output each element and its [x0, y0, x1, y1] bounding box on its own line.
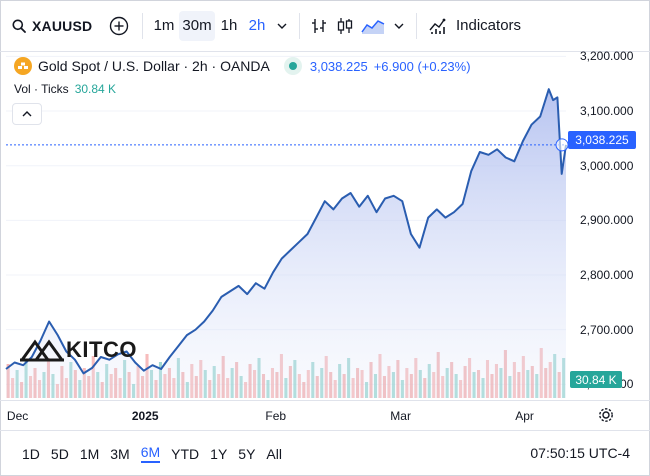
x-tick-label: Dec: [6, 409, 29, 423]
toolbar-separator: [416, 12, 417, 39]
range-1y-button[interactable]: 1Y: [210, 445, 228, 462]
price-change: +6.900 (+0.23%): [373, 58, 471, 74]
price-line: [5, 88, 567, 375]
gear-icon: [599, 408, 613, 422]
interval-dropdown-button[interactable]: [271, 11, 293, 41]
collapse-legend-button[interactable]: [12, 103, 42, 125]
indicators-label: Indicators: [456, 17, 522, 34]
y-tick-label: 2,800.000: [580, 268, 634, 282]
interval-30m-button[interactable]: 30m: [179, 10, 215, 41]
instrument-title: Gold Spot / U.S. Dollar · 2h · OANDA: [38, 58, 270, 74]
plus-circle-icon: [109, 16, 129, 35]
range-1m-button[interactable]: 1M: [79, 445, 100, 462]
search-icon: [12, 19, 26, 33]
market-open-icon: [283, 57, 302, 75]
range-bar: 1D 5D 1M 3M 6M YTD 1Y 5Y All 07:50:15 UT…: [0, 430, 650, 476]
toolbar-separator: [299, 12, 300, 39]
chevron-up-icon: [22, 111, 32, 117]
kitco-bars-icon: [20, 339, 64, 362]
kitco-wordmark: KITCO: [66, 337, 137, 362]
clock-timezone[interactable]: 07:50:15 UTC-4: [530, 445, 630, 461]
interval-1h-button[interactable]: 1h: [220, 17, 238, 34]
last-price: 3,038.225: [309, 58, 368, 74]
area-chart-style-button[interactable]: [358, 11, 388, 41]
bar-chart-style-button[interactable]: [306, 11, 332, 41]
y-tick-label: 2,700.000: [580, 322, 634, 337]
y-tick-label: 3,100.000: [580, 104, 634, 119]
compare-symbol-button[interactable]: [102, 11, 136, 41]
volume-tag: 30.84 K: [570, 371, 622, 388]
y-tick-label: 2,900.000: [580, 213, 634, 228]
symbol-search[interactable]: XAUUSD: [0, 0, 102, 51]
y-tick-label: 3,200.000: [580, 49, 634, 64]
volume-value: 30.84 K: [74, 82, 117, 96]
main-legend: Gold Spot / U.S. Dollar · 2h · OANDA 3,0…: [14, 57, 471, 75]
indicators-icon: [429, 18, 446, 34]
top-toolbar: XAUUSD 1m 30m 1h 2h Indicators: [0, 0, 650, 52]
chevron-down-icon: [277, 23, 287, 29]
x-tick-label: Feb: [265, 409, 287, 423]
range-all-button[interactable]: All: [266, 445, 282, 462]
chevron-down-icon: [394, 23, 404, 29]
last-price-tag: 3,038.225: [568, 131, 636, 149]
candles-icon: [337, 17, 353, 34]
range-1d-button[interactable]: 1D: [22, 445, 40, 462]
x-tick-label: 2025: [131, 409, 159, 423]
toolbar-separator: [142, 12, 143, 39]
indicators-button[interactable]: Indicators: [423, 11, 527, 41]
symbol-label: XAUUSD: [32, 17, 93, 34]
interval-1m-button[interactable]: 1m: [153, 17, 175, 34]
y-tick-label: 3,000.000: [580, 158, 634, 173]
x-tick-label: Mar: [390, 409, 411, 423]
ohlc-bars-icon: [312, 18, 326, 33]
last-price-marker: [555, 138, 569, 152]
chart-style-dropdown-button[interactable]: [388, 11, 410, 41]
price-area-fill: [6, 89, 566, 398]
candles-chart-style-button[interactable]: [332, 11, 358, 41]
volume-label: Vol · Ticks: [14, 82, 69, 96]
interval-2h-button[interactable]: 2h: [248, 17, 266, 34]
volume-legend: Vol · Ticks 30.84 K: [14, 82, 116, 96]
range-5y-button[interactable]: 5Y: [238, 445, 256, 462]
x-tick-label: Apr: [515, 409, 534, 423]
time-axis[interactable]: Dec 2025 Feb Mar Apr: [0, 400, 650, 428]
kitco-logo: KITCO: [20, 337, 137, 363]
price-axis[interactable]: 3,200.000 3,100.000 3,000.000 2,900.000 2,80…: [568, 49, 650, 398]
range-ytd-button[interactable]: YTD: [171, 445, 200, 462]
range-3m-button[interactable]: 3M: [110, 445, 130, 462]
range-5d-button[interactable]: 5D: [50, 445, 69, 462]
range-6m-button[interactable]: 6M: [140, 444, 161, 463]
chart-settings-button[interactable]: [598, 407, 614, 423]
area-chart-icon: [361, 19, 385, 34]
gold-coin-icon: [14, 57, 32, 75]
